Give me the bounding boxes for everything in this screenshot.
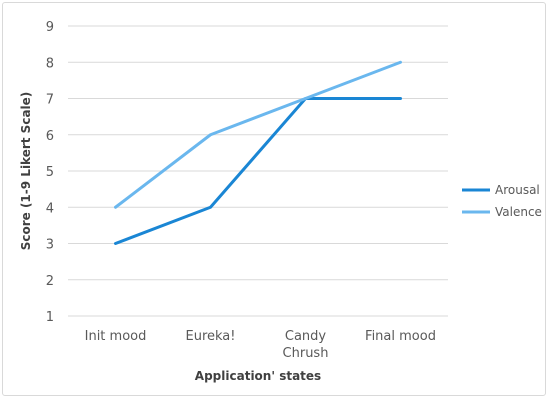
y-tick-label: 8 — [46, 56, 54, 71]
y-tick-label: 9 — [46, 20, 54, 35]
x-tick-label: Init mood — [85, 329, 147, 344]
x-tick-label: Eureka! — [186, 329, 236, 344]
legend-label-valence: Valence — [495, 205, 542, 219]
gridlines — [68, 25, 448, 317]
y-tick-label: 1 — [46, 310, 54, 325]
x-tick-label: Candy Chrush — [283, 329, 329, 361]
y-tick-label: 3 — [46, 238, 54, 253]
chart-frame — [2, 2, 546, 396]
y-tick-label: 6 — [46, 129, 54, 144]
y-tick-label: 5 — [46, 165, 54, 180]
series-lines — [114, 60, 402, 245]
y-tick-label: 7 — [46, 93, 54, 108]
y-tick-label: 2 — [46, 274, 54, 289]
series-line-arousal — [114, 97, 402, 245]
x-tick-labels: Init mood Eureka! Candy Chrush Final mood — [85, 329, 436, 361]
y-tick-labels: 1 2 3 4 5 6 7 8 9 — [46, 20, 54, 325]
legend-label-arousal: Arousal — [495, 183, 540, 197]
x-tick-label: Final mood — [365, 329, 436, 344]
legend: Arousal Valence — [462, 183, 542, 219]
y-tick-label: 4 — [46, 201, 54, 216]
y-axis-title: Score (1-9 Likert Scale) — [19, 92, 33, 251]
series-line-valence — [114, 60, 402, 209]
x-axis-title: Application' states — [195, 369, 321, 383]
